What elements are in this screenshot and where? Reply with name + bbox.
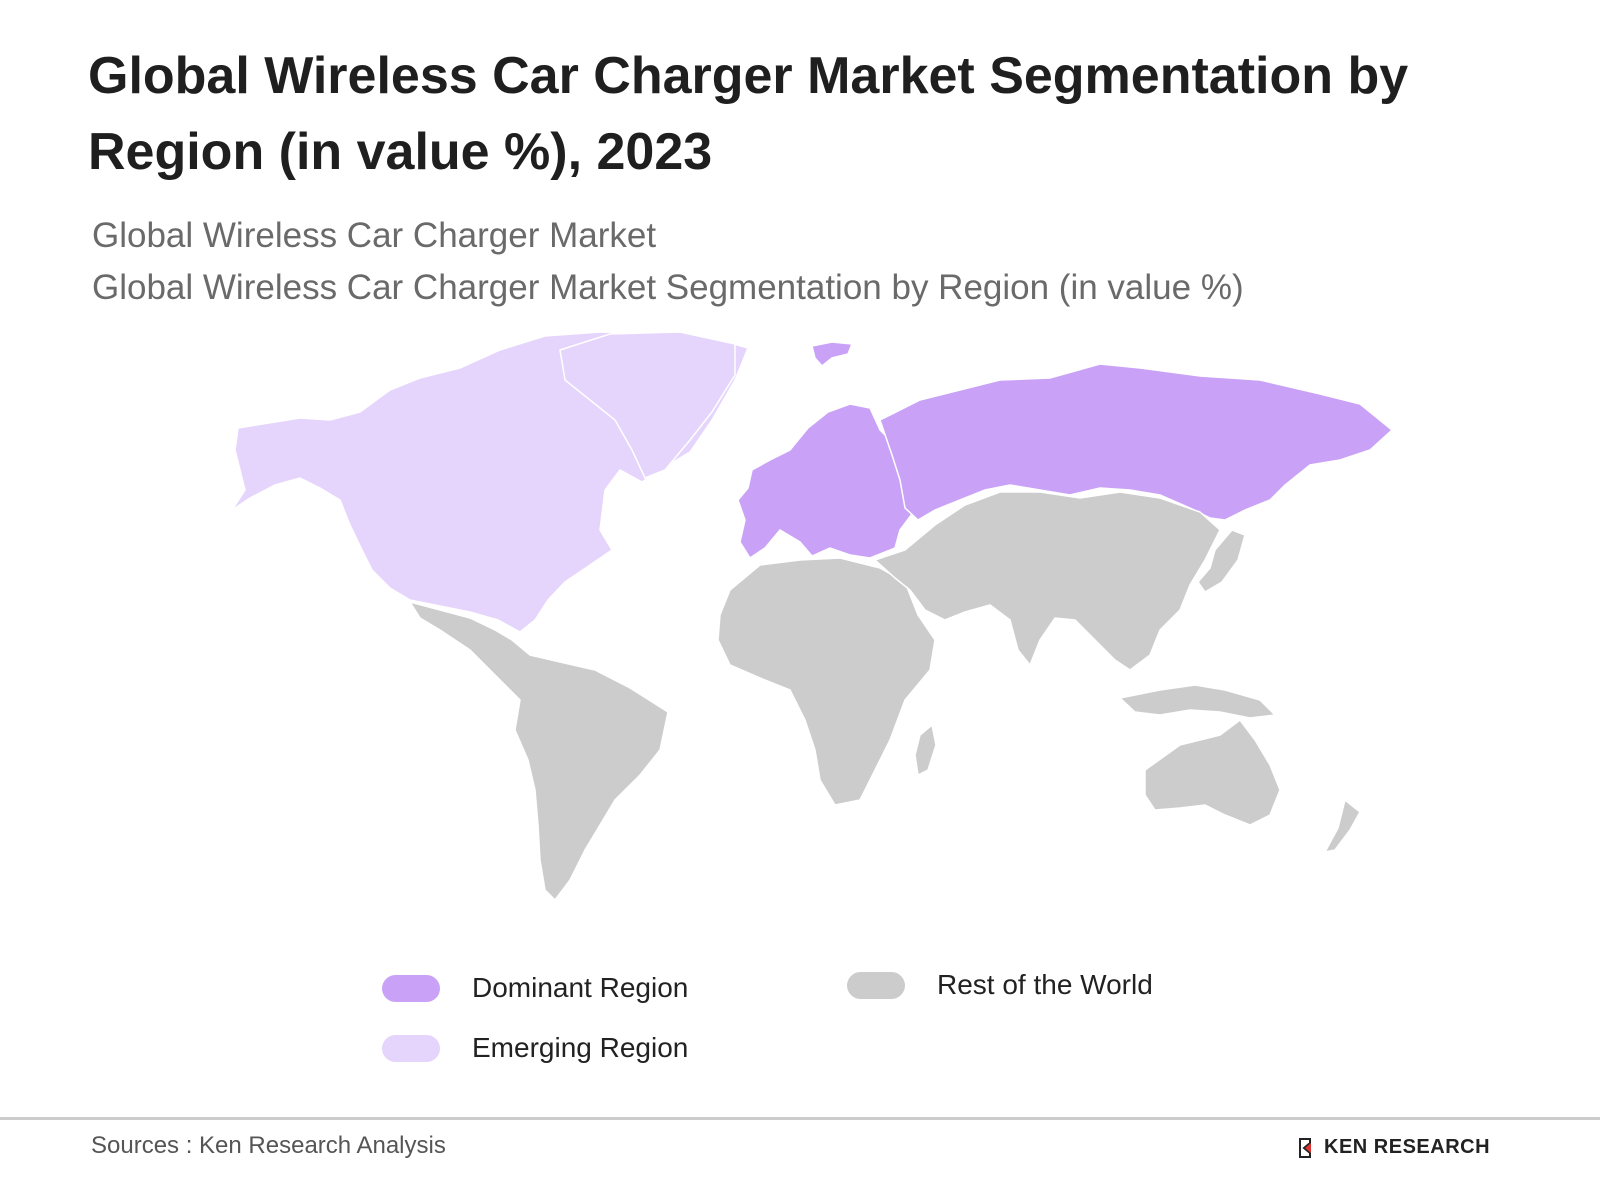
source-note: Sources : Ken Research Analysis <box>91 1132 446 1159</box>
world-map <box>0 320 1600 940</box>
footer-divider <box>0 1117 1600 1120</box>
legend-rest-label: Rest of the World <box>937 969 1153 1000</box>
legend-rest: Rest of the World <box>847 969 1153 1001</box>
region-new-zealand <box>1323 798 1361 854</box>
legend-emerging: Emerging Region <box>382 1032 688 1064</box>
region-australia <box>1144 718 1281 826</box>
legend-rest-swatch <box>847 971 905 999</box>
legend-dominant: Dominant Region <box>382 972 688 1004</box>
region-svalbard <box>811 341 854 368</box>
legend-emerging-label: Emerging Region <box>472 1032 689 1063</box>
brand-logo: KEN RESEARCH <box>1298 1136 1490 1159</box>
region-russia <box>879 363 1394 521</box>
legend-dominant-swatch <box>382 974 440 1002</box>
ken-research-logo-icon <box>1299 1137 1311 1158</box>
legend-dominant-label: Dominant Region <box>472 972 689 1003</box>
region-greenland <box>559 331 736 479</box>
region-japan <box>1197 529 1246 593</box>
region-africa <box>717 557 936 806</box>
subtitle-segmentation: Global Wireless Car Charger Market Segme… <box>92 268 1244 307</box>
region-asia <box>873 491 1221 671</box>
chart-title: Global Wireless Car Charger Market Segme… <box>88 47 1409 181</box>
subtitle-market: Global Wireless Car Charger Market <box>92 216 657 255</box>
region-madagascar <box>914 723 937 777</box>
brand-name: KEN RESEARCH <box>1324 1136 1491 1158</box>
legend-emerging-swatch <box>382 1034 440 1062</box>
region-latin-america <box>408 600 669 902</box>
region-se-asia-islands <box>1118 684 1277 719</box>
region-europe <box>737 403 916 560</box>
